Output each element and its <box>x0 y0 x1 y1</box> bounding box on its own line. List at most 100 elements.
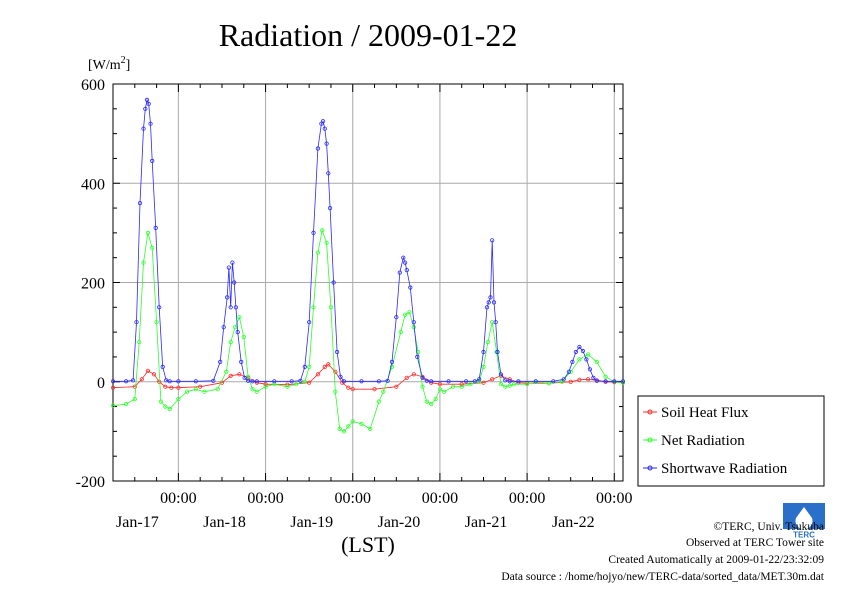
data-point <box>289 379 294 384</box>
data-point <box>145 368 150 373</box>
data-point <box>503 378 508 383</box>
data-point <box>146 101 151 107</box>
data-point <box>381 389 386 394</box>
data-point <box>124 401 129 407</box>
data-point <box>110 379 116 384</box>
x-tick-time: 00:00 <box>422 490 458 507</box>
data-point <box>424 399 429 404</box>
series-shortwave-radiation <box>110 97 626 384</box>
data-point <box>429 401 434 407</box>
data-point <box>320 119 326 124</box>
data-point <box>218 359 223 364</box>
x-tick-date: Jan-22 <box>552 514 595 531</box>
data-point <box>368 426 373 431</box>
data-point <box>141 126 146 131</box>
data-point <box>442 389 447 394</box>
data-point <box>150 158 155 163</box>
data-point <box>193 379 198 384</box>
x-tick-date: Jan-18 <box>203 514 246 531</box>
data-point <box>408 285 413 290</box>
data-point <box>498 372 503 377</box>
data-point <box>215 387 220 392</box>
x-tick-date: Jan-21 <box>465 514 508 531</box>
data-point <box>167 379 172 384</box>
data-point <box>315 250 320 255</box>
footer-observed: Observed at TERC Tower site <box>685 537 824 549</box>
data-point <box>163 404 168 409</box>
data-point <box>397 270 402 275</box>
data-point <box>139 377 144 382</box>
data-point <box>298 378 303 383</box>
data-point <box>402 260 408 265</box>
y-tick-label: -200 <box>76 474 105 491</box>
data-point <box>594 378 599 383</box>
y-tick-label: 200 <box>81 276 105 293</box>
data-point <box>202 389 207 394</box>
x-tick-date: Jan-20 <box>378 514 421 531</box>
data-point <box>176 379 181 384</box>
legend-box <box>637 395 825 487</box>
y-axis-ticks: -200 0 200 400 600 <box>76 77 623 491</box>
data-point <box>446 379 451 384</box>
data-point <box>163 384 168 389</box>
y-tick-label: 400 <box>81 176 105 193</box>
data-point <box>591 375 596 380</box>
data-point <box>481 364 486 369</box>
data-point <box>154 320 159 325</box>
data-point <box>185 389 190 394</box>
legend-swatch-marker <box>647 437 653 443</box>
data-point <box>263 382 268 387</box>
data-point <box>346 424 351 429</box>
data-point <box>404 375 409 380</box>
footer-source: Data source : /home/hojyo/new/TERC-data/… <box>501 571 824 583</box>
data-point <box>401 255 406 260</box>
data-point <box>322 126 327 131</box>
x-tick-time: 00:00 <box>335 490 371 507</box>
data-point <box>372 387 377 392</box>
data-point <box>398 329 403 335</box>
data-point <box>307 364 312 369</box>
data-point <box>302 364 307 369</box>
data-point <box>485 339 490 345</box>
data-point <box>511 382 517 387</box>
data-point <box>193 387 198 392</box>
data-point <box>573 349 579 355</box>
data-point <box>498 382 503 387</box>
data-point <box>232 280 237 285</box>
data-point <box>507 383 512 388</box>
data-point <box>315 372 320 377</box>
data-point <box>486 300 491 305</box>
y-unit-label: [W/m2] <box>88 55 130 73</box>
data-point <box>516 379 521 384</box>
data-point <box>145 230 150 235</box>
data-point <box>326 362 331 367</box>
data-point <box>337 426 342 431</box>
data-point <box>307 320 312 325</box>
data-point <box>157 305 162 310</box>
data-point <box>585 352 591 357</box>
legend-label: Net Radiation <box>661 433 745 449</box>
series-line <box>112 228 624 432</box>
data-point <box>587 367 593 372</box>
data-point <box>437 387 442 392</box>
series-soil-heat-flux <box>110 362 626 392</box>
y-tick-label: 600 <box>81 77 105 94</box>
data-point <box>254 389 259 394</box>
y-tick-label: 0 <box>97 375 105 392</box>
data-point <box>350 419 355 424</box>
data-point <box>315 146 320 151</box>
data-point <box>484 305 490 310</box>
legend-swatch-marker <box>647 465 653 471</box>
data-point <box>272 379 277 384</box>
data-point <box>272 382 277 387</box>
data-point <box>333 389 338 394</box>
data-point <box>394 384 399 389</box>
data-point <box>311 305 316 310</box>
data-point <box>477 379 482 384</box>
terc-logo-text: TERC <box>793 531 815 540</box>
data-point <box>333 369 338 374</box>
data-point <box>131 378 136 383</box>
data-point <box>328 305 333 310</box>
data-point <box>144 97 150 103</box>
